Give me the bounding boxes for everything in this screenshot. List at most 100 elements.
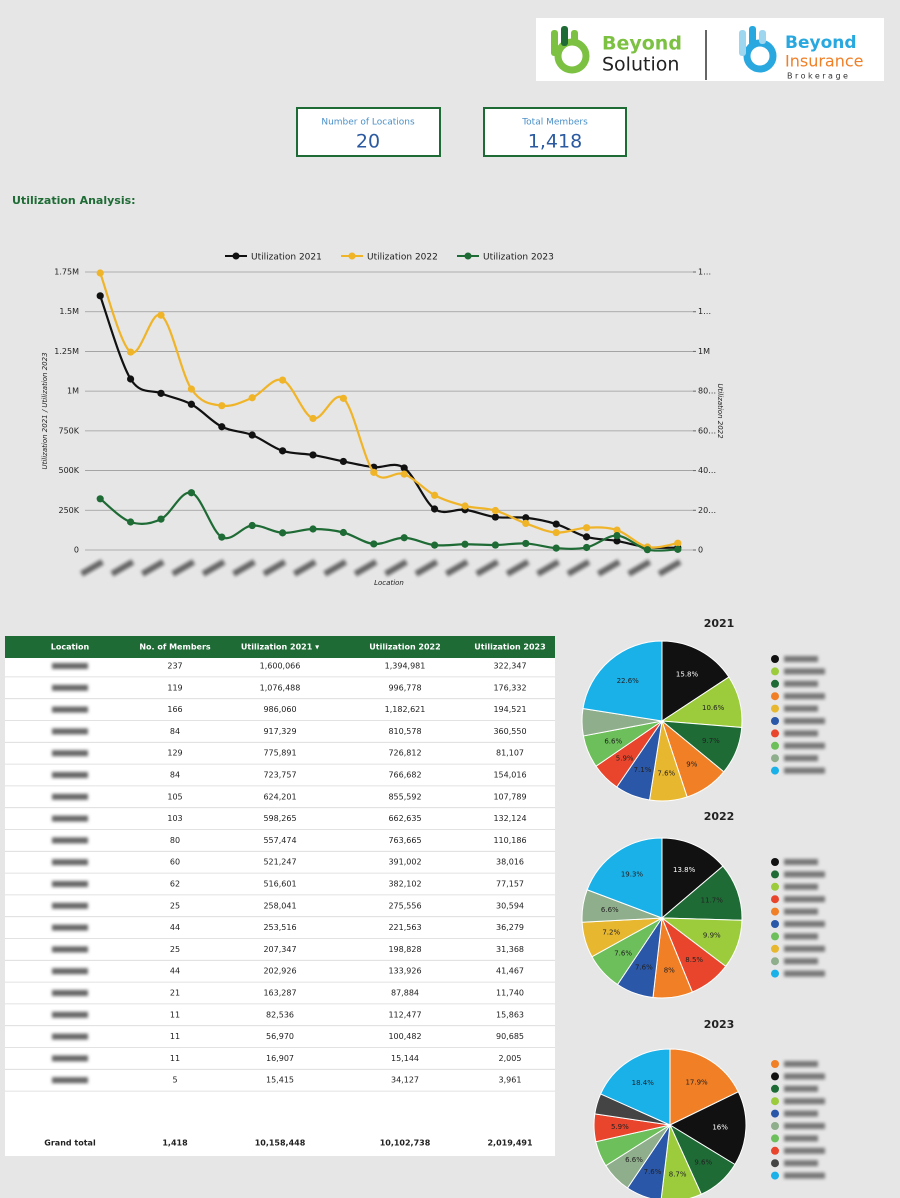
x-axis-title: Location — [374, 579, 404, 587]
table-cell: 103 — [167, 814, 182, 823]
pie-value-label: 16% — [712, 1123, 728, 1131]
table-cell: 198,828 — [388, 945, 421, 954]
pie-slice — [669, 1048, 740, 1126]
table-total-cell: 1,418 — [162, 1139, 188, 1148]
legend-marker — [771, 729, 779, 738]
table-cell: 15,144 — [391, 1054, 419, 1063]
legend-marker — [771, 1146, 779, 1155]
legend-marker — [771, 969, 779, 978]
data-point — [491, 513, 499, 521]
x-tick-label-blurred — [414, 559, 439, 577]
x-tick-label-blurred — [566, 559, 591, 577]
legend-label: Utilization 2022 — [367, 253, 438, 263]
table-header-cell: Location — [51, 643, 90, 652]
data-point — [583, 543, 591, 552]
pie-value-label: 8.5% — [685, 956, 703, 964]
legend-label-blurred — [784, 742, 825, 749]
pie-slice — [599, 1048, 671, 1126]
pie-value-label: 6.6% — [604, 737, 622, 745]
legend-label-blurred — [784, 767, 825, 774]
table-cell: 31,368 — [496, 945, 524, 954]
x-tick-label-blurred — [110, 559, 135, 577]
y-tick-label: 500K — [58, 466, 79, 475]
pie-value-label: 9% — [686, 761, 697, 769]
table-cell-blurred — [52, 946, 88, 953]
x-tick-label-blurred — [80, 559, 104, 577]
table-cell: 275,556 — [388, 901, 421, 910]
table-cell-blurred — [52, 859, 88, 866]
data-point — [187, 400, 195, 408]
table-cell-blurred — [52, 706, 88, 713]
table-cell: 1,076,488 — [260, 683, 301, 692]
pie-slice — [586, 837, 663, 919]
legend-label-blurred — [784, 693, 825, 700]
data-point — [187, 489, 195, 497]
pie-value-label: 9.7% — [702, 737, 720, 745]
data-point — [127, 348, 135, 356]
legend-marker — [771, 1060, 779, 1068]
data-point — [248, 394, 256, 402]
table-cell: 84 — [170, 771, 180, 780]
legend-marker — [771, 1097, 779, 1106]
x-tick-label-blurred — [323, 559, 348, 577]
data-point — [643, 546, 652, 554]
table-cell: 16,907 — [266, 1054, 294, 1063]
table-cell: 38,016 — [496, 858, 524, 867]
data-point — [431, 491, 439, 499]
table-cell: 176,332 — [493, 683, 526, 692]
x-tick-label-blurred — [262, 559, 287, 577]
legend-label-blurred — [784, 859, 818, 865]
x-tick-label-blurred — [292, 559, 317, 577]
y2-tick-label: 1M — [698, 347, 710, 356]
table-cell: 15,863 — [496, 1010, 524, 1019]
legend-marker — [771, 667, 779, 676]
legend-label-blurred — [784, 1098, 825, 1105]
table-header — [5, 636, 555, 658]
legend-marker — [771, 1122, 779, 1130]
y-tick-label: 250K — [58, 506, 79, 515]
table-cell: 21 — [170, 989, 180, 998]
pie-value-label: 6.6% — [601, 906, 619, 914]
y2-tick-label: 60… — [698, 426, 716, 435]
legend-label-blurred — [784, 1147, 825, 1154]
data-point — [431, 541, 439, 549]
data-point — [522, 539, 530, 548]
pie-slice — [668, 1091, 747, 1166]
table-cell: 726,812 — [388, 749, 421, 758]
table-cell: 775,891 — [263, 749, 296, 758]
legend-marker — [771, 1159, 779, 1168]
x-tick-label-blurred — [232, 559, 256, 577]
y-tick-label: 1M — [67, 387, 79, 396]
x-tick-label-blurred — [596, 559, 621, 577]
table-cell: 391,002 — [388, 858, 421, 867]
table-cell: 662,635 — [388, 814, 421, 823]
data-point — [248, 521, 256, 530]
data-point — [218, 533, 226, 541]
table-cell: 15,415 — [266, 1076, 294, 1085]
pie-value-label: 22.6% — [617, 677, 640, 685]
data-point — [157, 515, 165, 523]
legend-label-blurred — [784, 668, 825, 675]
table-cell: 221,563 — [388, 923, 421, 932]
data-point — [674, 539, 682, 547]
data-point — [309, 451, 317, 459]
x-tick-label-blurred — [201, 559, 226, 577]
table-cell: 81,107 — [496, 749, 524, 758]
table-total-cell: Grand total — [44, 1139, 96, 1148]
data-point — [339, 394, 347, 402]
legend-marker — [771, 920, 779, 928]
table-cell: 62 — [170, 880, 180, 889]
y2-tick-label: 0 — [698, 546, 703, 555]
table-cell: 855,592 — [388, 792, 421, 801]
data-point — [187, 385, 195, 393]
legend-label-blurred — [784, 871, 825, 878]
legend-label: Utilization 2023 — [483, 253, 554, 263]
table-cell: 763,665 — [388, 836, 421, 845]
data-point — [370, 468, 378, 476]
table-cell-blurred — [52, 1011, 88, 1018]
x-tick-label-blurred — [475, 559, 500, 577]
pie-value-label: 7.6% — [657, 770, 675, 778]
table-cell-blurred — [52, 1077, 88, 1084]
table-cell: 382,102 — [388, 880, 421, 889]
